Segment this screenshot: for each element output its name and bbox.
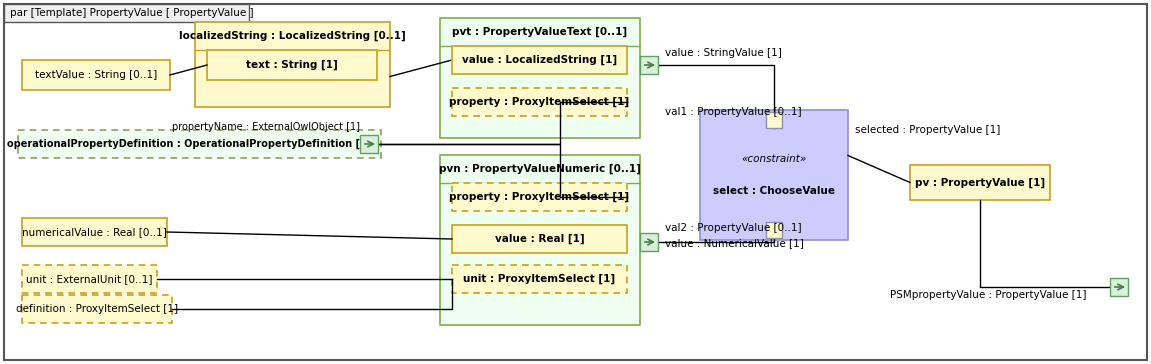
Text: numericalValue : Real [0..1]: numericalValue : Real [0..1] <box>22 227 167 237</box>
Text: val1 : PropertyValue [0..1]: val1 : PropertyValue [0..1] <box>665 107 801 117</box>
Bar <box>767 222 782 238</box>
Text: PSMpropertyValue : PropertyValue [1]: PSMpropertyValue : PropertyValue [1] <box>890 290 1087 300</box>
Text: value : Real [1]: value : Real [1] <box>495 234 585 244</box>
Text: definition : ProxyItemSelect [1]: definition : ProxyItemSelect [1] <box>16 304 178 314</box>
Bar <box>1110 278 1128 296</box>
Bar <box>767 112 782 128</box>
Bar <box>3 4 249 22</box>
Text: selected : PropertyValue [1]: selected : PropertyValue [1] <box>855 125 1000 135</box>
Bar <box>640 56 658 74</box>
Text: property : ProxyItemSelect [1]: property : ProxyItemSelect [1] <box>449 97 630 107</box>
Text: unit : ExternalUnit [0..1]: unit : ExternalUnit [0..1] <box>26 274 153 284</box>
Bar <box>440 155 640 325</box>
Text: pvn : PropertyValueNumeric [0..1]: pvn : PropertyValueNumeric [0..1] <box>439 164 641 174</box>
Text: text : String [1]: text : String [1] <box>246 60 338 70</box>
Bar <box>452 225 627 253</box>
Bar <box>700 110 848 240</box>
Bar <box>910 165 1050 200</box>
Bar <box>22 295 171 323</box>
Bar <box>452 46 627 74</box>
Bar <box>452 265 627 293</box>
Bar <box>18 130 381 158</box>
Text: localizedString : LocalizedString [0..1]: localizedString : LocalizedString [0..1] <box>180 31 406 41</box>
Text: pvt : PropertyValueText [0..1]: pvt : PropertyValueText [0..1] <box>452 27 627 37</box>
Text: par [Template] PropertyValue [ PropertyValue ]: par [Template] PropertyValue [ PropertyV… <box>10 8 253 18</box>
Text: textValue : String [0..1]: textValue : String [0..1] <box>35 70 158 80</box>
Text: operationalPropertyDefinition : OperationalPropertyDefinition [1]: operationalPropertyDefinition : Operatio… <box>7 139 372 149</box>
Text: propertyName : ExternalOwlObject [1]: propertyName : ExternalOwlObject [1] <box>171 122 360 132</box>
Text: unit : ProxyItemSelect [1]: unit : ProxyItemSelect [1] <box>464 274 616 284</box>
Text: value : NumericalValue [1]: value : NumericalValue [1] <box>665 238 803 248</box>
Bar <box>22 265 157 293</box>
Text: property : ProxyItemSelect [1]: property : ProxyItemSelect [1] <box>449 192 630 202</box>
Text: value : LocalizedString [1]: value : LocalizedString [1] <box>462 55 617 65</box>
Text: select : ChooseValue: select : ChooseValue <box>712 186 834 195</box>
Bar <box>22 218 167 246</box>
Bar <box>640 233 658 251</box>
Bar <box>360 135 378 153</box>
Bar <box>207 50 378 80</box>
Text: «constraint»: «constraint» <box>741 154 807 165</box>
Bar <box>452 183 627 211</box>
Bar <box>195 22 390 107</box>
Text: pv : PropertyValue [1]: pv : PropertyValue [1] <box>915 177 1045 187</box>
Bar <box>440 18 640 138</box>
Bar <box>452 88 627 116</box>
Bar <box>22 60 170 90</box>
Text: val2 : PropertyValue [0..1]: val2 : PropertyValue [0..1] <box>665 223 801 233</box>
Text: value : StringValue [1]: value : StringValue [1] <box>665 48 782 58</box>
